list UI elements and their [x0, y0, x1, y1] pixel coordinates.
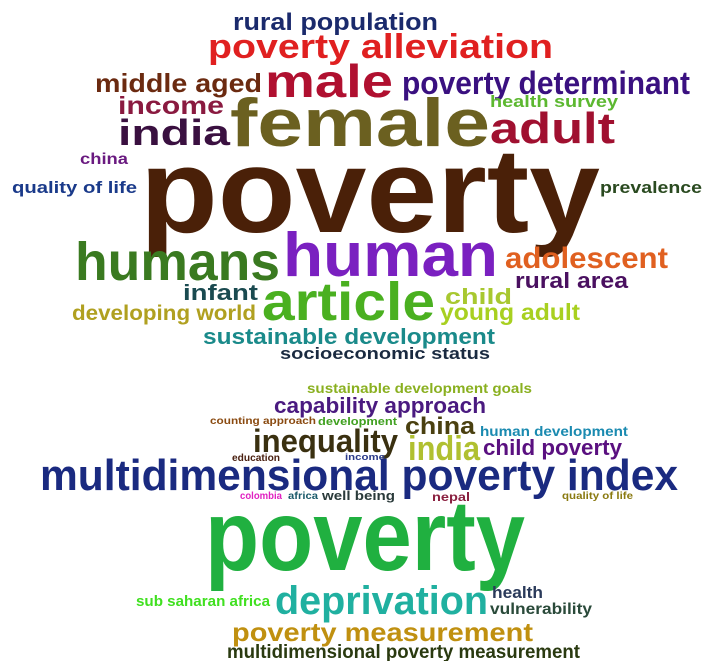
cloud-word: quality of life [12, 178, 137, 197]
cloud-word: deprivation [275, 579, 488, 623]
cloud-word: capability approach [274, 393, 486, 418]
cloud-word: nepal [432, 490, 470, 504]
cloud-word: poverty measurement [232, 617, 533, 647]
cloud-word: well being [321, 488, 395, 503]
cloud-word: human [283, 221, 498, 290]
cloud-word: india [408, 430, 481, 468]
cloud-word: vulnerability [490, 601, 592, 618]
cloud-word: poverty [205, 480, 525, 592]
cloud-word: development [318, 416, 397, 428]
cloud-word: china [405, 413, 476, 440]
cloud-word: rural population [233, 9, 438, 36]
cloud-word: poverty alleviation [208, 28, 553, 66]
cloud-word: multidimensional poverty index [40, 451, 679, 500]
cloud-word: poverty [140, 124, 600, 258]
cloud-word: young adult [440, 299, 580, 325]
cloud-word: human development [480, 423, 628, 439]
cloud-word: india [118, 112, 231, 153]
cloud-word: child [445, 284, 512, 309]
cloud-word: income [345, 452, 385, 462]
cloud-word: rural area [515, 268, 629, 293]
cloud-word: education [232, 453, 280, 464]
cloud-word: sub saharan africa [136, 593, 271, 610]
cloud-word: poverty determinant [402, 65, 690, 101]
cloud-word: socioeconomic status [280, 344, 490, 363]
cloud-word: adolescent [505, 242, 668, 275]
word-cloud-bottom: sustainable development goalscapability … [40, 380, 679, 661]
cloud-word: child poverty [483, 435, 623, 460]
cloud-word: adult [490, 104, 615, 153]
cloud-word: male [265, 55, 393, 107]
cloud-word: health survey [490, 92, 619, 111]
cloud-word: female [230, 85, 490, 161]
cloud-word: inequality [253, 423, 398, 459]
cloud-word: quality of life [562, 491, 634, 502]
cloud-word: infant [183, 280, 259, 305]
cloud-word: counting approach [210, 416, 316, 427]
cloud-word: health [492, 583, 543, 602]
cloud-word: article [262, 272, 435, 332]
cloud-word: china [80, 151, 128, 168]
cloud-word: africa [288, 491, 318, 502]
cloud-word: income [118, 92, 224, 120]
cloud-word: multidimensional poverty measurement [227, 642, 581, 661]
cloud-word: prevalence [600, 178, 702, 197]
cloud-word: developing world [72, 302, 256, 325]
cloud-word: middle aged [95, 68, 262, 98]
cloud-word: colombia [240, 491, 282, 502]
cloud-word: sustainable development [203, 324, 496, 349]
cloud-word: humans [75, 232, 280, 292]
cloud-word: sustainable development goals [307, 380, 532, 396]
